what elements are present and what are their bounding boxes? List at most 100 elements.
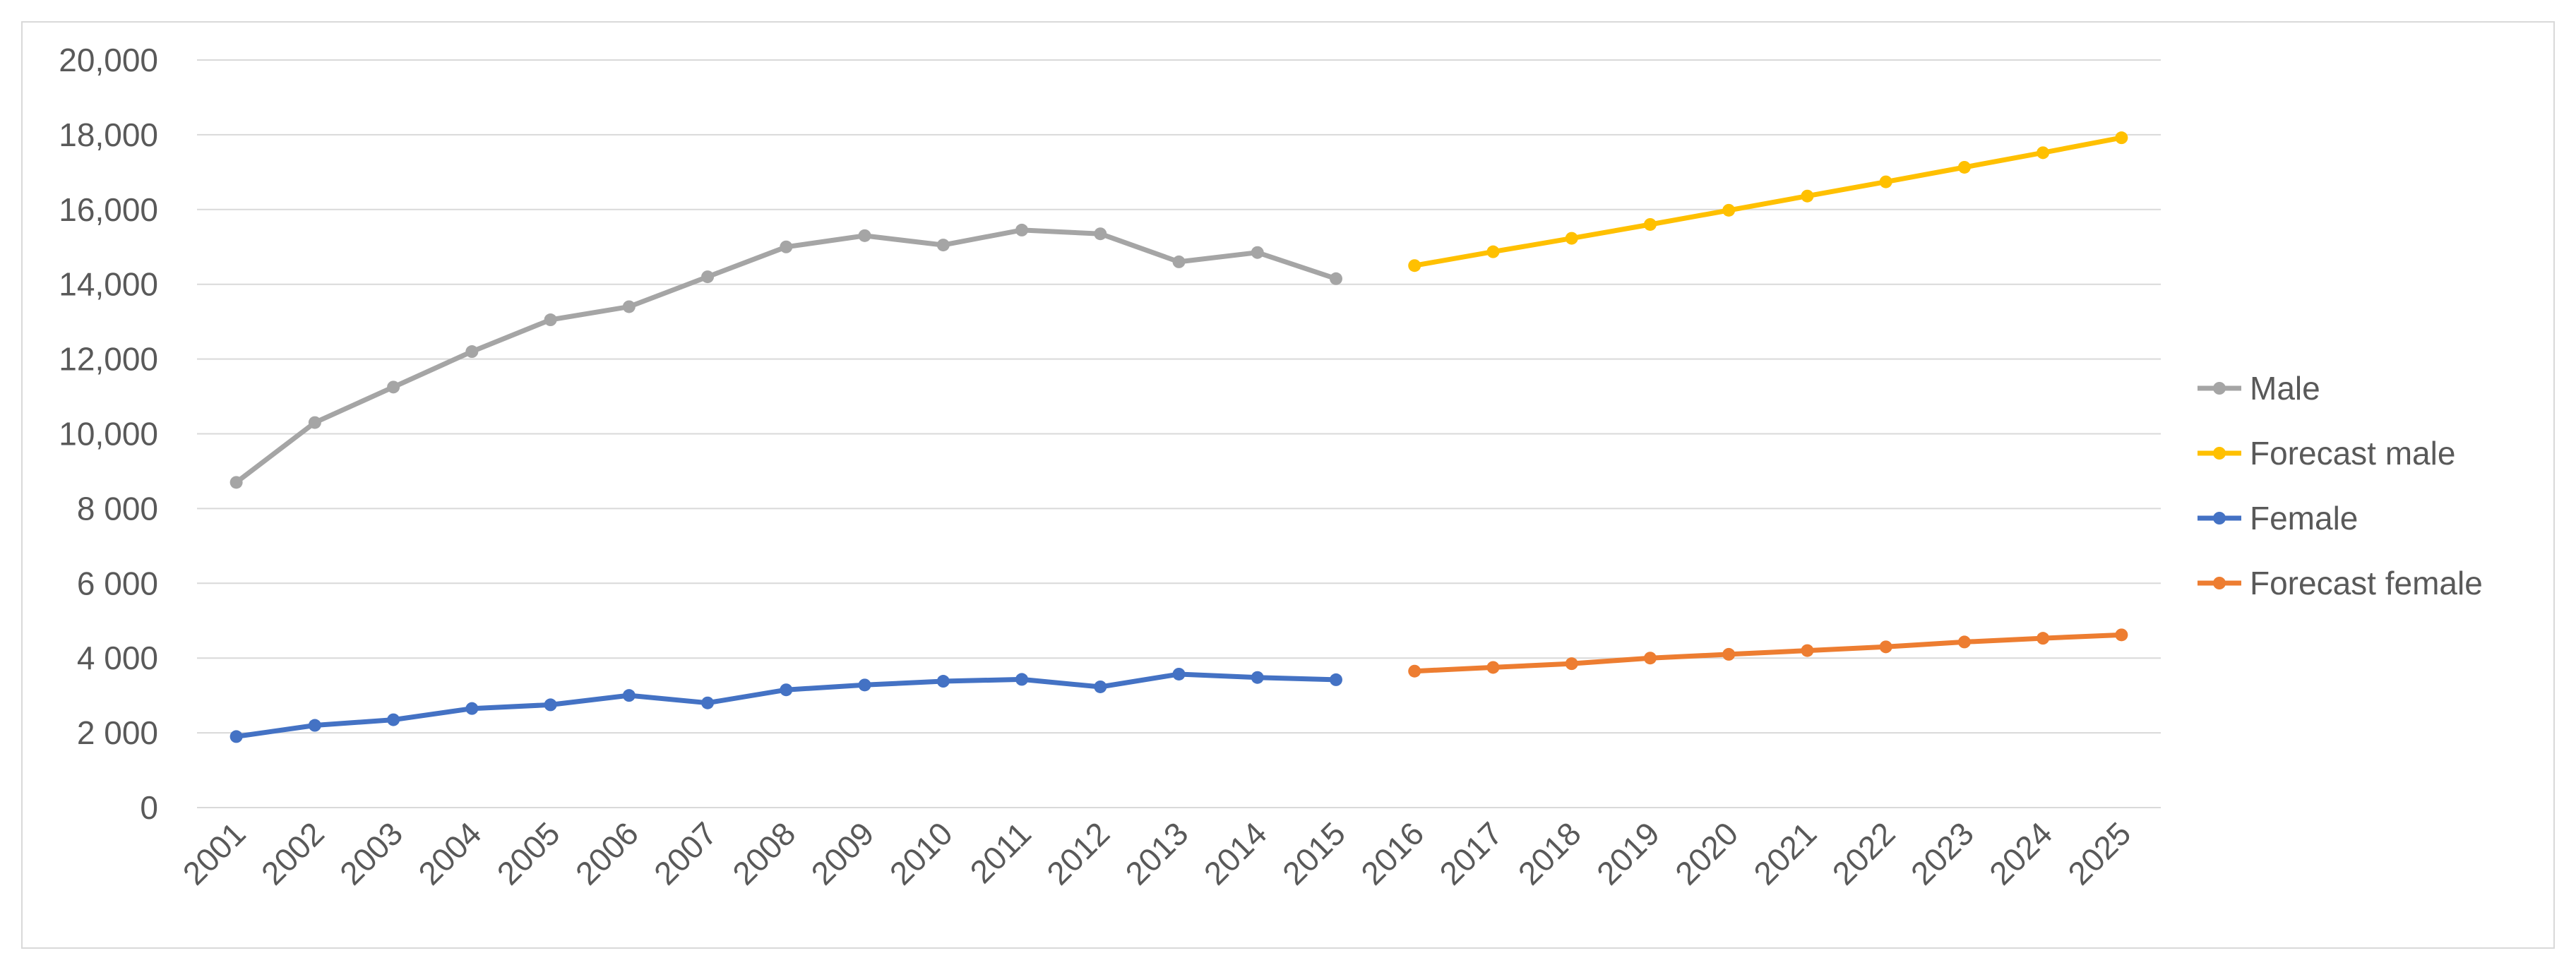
data-point [1094, 680, 1107, 693]
y-tick-label: 14,000 [59, 266, 158, 303]
x-tick-label: 2021 [1746, 815, 1823, 892]
legend-marker [2213, 512, 2226, 525]
y-tick-label: 8 000 [77, 490, 158, 527]
legend-label: Forecast male [2250, 435, 2455, 472]
data-point [1643, 217, 1657, 231]
data-point [936, 239, 950, 252]
x-tick-label: 2012 [1039, 815, 1116, 892]
y-tick-label: 10,000 [59, 416, 158, 452]
data-point [1329, 673, 1342, 686]
data-point [544, 698, 557, 712]
data-point [1251, 671, 1264, 684]
y-tick-label: 18,000 [59, 116, 158, 153]
y-tick-label: 12,000 [59, 341, 158, 378]
legend-item-female: Female [2198, 500, 2358, 537]
data-point [1172, 667, 1186, 681]
legend-label: Male [2250, 370, 2320, 407]
x-tick-label: 2024 [1982, 815, 2059, 892]
x-tick-label: 2006 [568, 815, 645, 892]
y-tick-label: 4 000 [77, 640, 158, 676]
data-point [1094, 227, 1107, 241]
data-point [1251, 246, 1264, 259]
data-point [622, 689, 636, 702]
series-female [229, 667, 1342, 743]
data-point [1408, 664, 1421, 678]
data-point [1957, 635, 1971, 649]
x-tick-label: 2020 [1668, 815, 1745, 892]
data-point [1957, 160, 1971, 174]
x-tick-label: 2014 [1197, 815, 1274, 892]
series-line-male [234, 227, 1339, 485]
data-point [465, 702, 479, 715]
data-point [2037, 632, 2050, 645]
y-tick-label: 16,000 [59, 191, 158, 228]
x-tick-label: 2007 [647, 815, 724, 892]
legend-item-forecast-male: Forecast male [2198, 435, 2455, 472]
x-tick-label: 2019 [1590, 815, 1666, 892]
data-point [780, 240, 793, 253]
data-point [465, 345, 479, 359]
series-line-forecast-female [1412, 632, 2124, 674]
legend-marker [2213, 382, 2226, 395]
x-tick-label: 2010 [883, 815, 960, 892]
legend-marker [2213, 447, 2226, 460]
data-point [2037, 146, 2050, 160]
x-tick-label: 2023 [1904, 815, 1981, 892]
data-point [1486, 661, 1500, 674]
data-point [622, 300, 636, 313]
data-point [1015, 673, 1029, 686]
data-point [1722, 203, 1736, 217]
x-tick-label: 2003 [333, 815, 410, 892]
x-tick-label: 2011 [962, 815, 1038, 890]
data-point [1408, 259, 1421, 272]
data-point [936, 675, 950, 688]
x-tick-label: 2017 [1432, 815, 1509, 892]
data-point [544, 313, 557, 327]
data-point [308, 719, 321, 732]
chart-frame: 0 2 000 4 000 6 000 8 000 10,000 12,000 14,000 1… [21, 21, 2555, 949]
data-point [701, 696, 715, 709]
data-point [229, 476, 243, 489]
data-point [1172, 255, 1186, 268]
data-point [308, 416, 321, 429]
data-point [1879, 640, 1892, 654]
x-tick-label: 2015 [1275, 815, 1352, 892]
data-point [387, 380, 400, 394]
data-point [780, 683, 793, 697]
data-point [701, 270, 715, 284]
series-forecast-male [1408, 131, 2128, 272]
x-tick-label: 2009 [804, 815, 881, 892]
legend-marker [2213, 577, 2226, 589]
legend-item-male: Male [2198, 370, 2320, 407]
x-tick-label: 2002 [254, 815, 331, 892]
data-point [858, 678, 871, 692]
data-point [229, 730, 243, 743]
data-point [1329, 272, 1342, 285]
data-point [1565, 232, 1578, 245]
data-point [1486, 245, 1500, 258]
legend-label: Forecast female [2250, 565, 2483, 601]
x-axis-ticks: 2001 2002 2003 2004 2005 2006 2007 2008 2009 2010… [176, 815, 2138, 892]
data-point [387, 713, 400, 726]
y-tick-label: 20,000 [59, 42, 158, 78]
data-point [1015, 223, 1029, 236]
data-point [2115, 628, 2128, 642]
data-point [1722, 647, 1736, 661]
series-lines [229, 131, 2128, 743]
data-point [1801, 189, 1814, 203]
data-point [858, 229, 871, 242]
x-tick-label: 2025 [2061, 815, 2137, 892]
series-male [229, 223, 1342, 489]
y-tick-label: 0 [140, 789, 158, 826]
legend-item-forecast-female: Forecast female [2198, 565, 2483, 601]
x-tick-label: 2016 [1354, 815, 1431, 892]
legend-label: Female [2250, 500, 2358, 537]
x-tick-label: 2004 [411, 815, 488, 892]
series-line-forecast-male [1412, 135, 2124, 268]
y-tick-label: 2 000 [77, 714, 158, 751]
x-tick-label: 2022 [1825, 815, 1902, 892]
x-tick-label: 2001 [176, 815, 253, 892]
legend: Male Forecast male Female Forecast female [2198, 370, 2483, 601]
data-point [1565, 657, 1578, 671]
y-tick-label: 6 000 [77, 565, 158, 601]
